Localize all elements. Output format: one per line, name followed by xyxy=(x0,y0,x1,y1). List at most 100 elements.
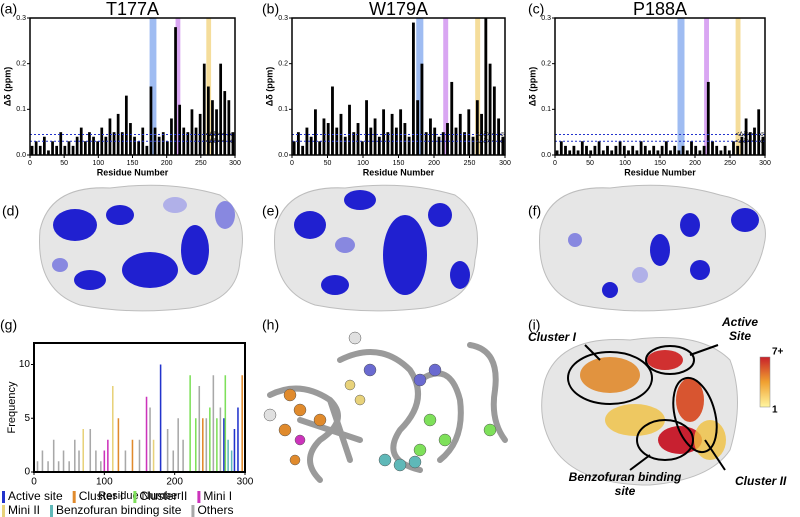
bar xyxy=(202,63,206,155)
legend-label: Mini II xyxy=(8,503,40,517)
bar xyxy=(446,123,449,155)
threshold-label: <Δδ> + 1σ xyxy=(206,139,235,145)
bar xyxy=(757,109,761,155)
bar xyxy=(352,132,356,155)
bar xyxy=(564,145,567,155)
bar xyxy=(95,450,97,472)
bar xyxy=(635,150,639,155)
legend-label: Cluster I xyxy=(79,489,124,503)
bar xyxy=(205,418,208,472)
bar xyxy=(369,127,373,155)
bar xyxy=(159,364,162,472)
bar xyxy=(652,145,656,155)
bar xyxy=(740,136,744,155)
bar xyxy=(437,136,441,155)
panel-label: (c) xyxy=(528,1,544,17)
x-tick-label: 250 xyxy=(724,160,736,167)
bar xyxy=(63,145,67,155)
bar xyxy=(648,150,651,155)
bar xyxy=(67,141,71,155)
x-tick-label: 150 xyxy=(654,160,666,167)
bar xyxy=(656,150,660,155)
bar xyxy=(172,450,175,472)
highlight-band xyxy=(677,18,685,155)
legend-swatch xyxy=(197,491,201,503)
bar xyxy=(484,18,488,155)
bar xyxy=(677,150,681,155)
bar xyxy=(227,439,229,472)
bar xyxy=(559,141,563,155)
bar xyxy=(433,127,437,155)
x-axis-title: Residue Number xyxy=(98,490,181,502)
highlight-band xyxy=(704,18,709,155)
y-tick-label: 0.2 xyxy=(541,61,551,68)
y-tick-label: 10 xyxy=(19,359,31,370)
bar xyxy=(296,132,300,155)
colorbar-label: 1 xyxy=(772,405,778,416)
bar xyxy=(301,145,305,155)
bar xyxy=(129,123,132,155)
bar xyxy=(715,145,719,155)
panel-label: (d) xyxy=(2,203,19,219)
x-axis-title: Residue Number xyxy=(97,167,169,177)
legend-swatch xyxy=(50,505,54,517)
bar xyxy=(589,150,593,155)
bar xyxy=(59,132,63,155)
bar xyxy=(74,439,76,472)
bar xyxy=(223,91,227,155)
bar xyxy=(88,132,91,155)
bar xyxy=(664,141,668,155)
bar xyxy=(219,63,223,155)
bar xyxy=(463,132,466,155)
conservation-surface xyxy=(541,337,771,486)
plot-frame xyxy=(291,17,506,156)
bar xyxy=(622,145,626,155)
bar xyxy=(165,141,169,155)
bar xyxy=(108,118,112,155)
bar xyxy=(68,461,70,472)
bar xyxy=(223,418,225,472)
panel-label: (g) xyxy=(0,317,17,333)
bar xyxy=(572,145,576,155)
chart-title: T177A xyxy=(106,0,159,19)
legend-label: Active site xyxy=(8,489,63,503)
bar xyxy=(107,439,109,472)
y-axis-title: Δδ (ppm) xyxy=(527,67,537,106)
bar xyxy=(407,136,411,155)
y-tick-label: 0.3 xyxy=(541,15,551,22)
bar xyxy=(120,132,124,155)
bar xyxy=(83,141,87,155)
colorbar-label: 7+ xyxy=(772,347,784,358)
bar xyxy=(79,127,83,155)
bar xyxy=(103,450,106,472)
bar xyxy=(55,145,59,155)
bar xyxy=(186,132,190,155)
bar xyxy=(606,145,609,155)
y-tick-label: 0.0 xyxy=(541,152,551,159)
panel-label: (b) xyxy=(262,1,279,17)
bar xyxy=(660,145,664,155)
bar xyxy=(377,136,381,155)
bar xyxy=(356,123,360,155)
bar xyxy=(643,145,647,155)
bar xyxy=(753,127,756,155)
bar xyxy=(215,109,218,155)
bar xyxy=(137,141,141,155)
bar xyxy=(441,132,445,155)
y-tick-label: 0.1 xyxy=(541,106,551,113)
bar xyxy=(111,386,114,472)
bar xyxy=(669,150,672,155)
x-tick-label: 300 xyxy=(237,477,254,488)
highlight-band xyxy=(735,18,741,155)
annotation: Cluster I xyxy=(528,330,577,344)
legend-swatch xyxy=(2,505,5,517)
bar xyxy=(292,141,296,155)
bar xyxy=(166,429,169,472)
bar xyxy=(206,86,210,155)
bar xyxy=(124,450,127,472)
bar xyxy=(690,141,693,155)
threshold-label: <Δδ> + 1σ xyxy=(476,139,505,145)
bar xyxy=(209,407,211,472)
y-axis-title: Frequency xyxy=(6,381,18,433)
